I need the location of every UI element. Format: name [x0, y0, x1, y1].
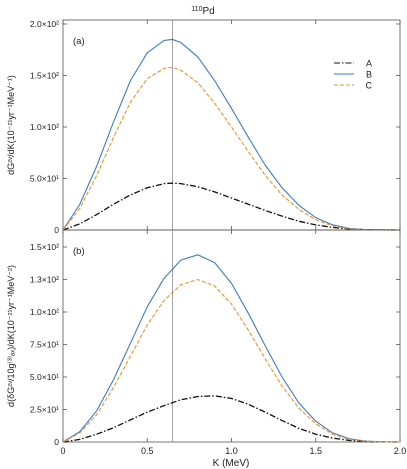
x-axis-label: K (MeV) [213, 458, 250, 469]
series-line-c [62, 66, 401, 231]
y-axis-label: dG²ᵛ/dK(10⁻²¹yr⁻¹MeV⁻¹) [6, 75, 16, 175]
series-line-a [62, 182, 401, 231]
panel-label: (a) [73, 36, 85, 47]
y-tick-label: 1.3×10² [30, 275, 59, 285]
y-tick-label: 2.5×10¹ [30, 405, 59, 415]
series-line-b [62, 38, 401, 231]
y-tick-label: 1.0×10² [30, 122, 59, 132]
y-tick-label: 2.0×10² [30, 19, 59, 29]
y-tick-label: 7.5×10¹ [30, 340, 59, 350]
panel-label: (b) [73, 246, 85, 257]
y-tick-label: 1.5×10² [30, 242, 59, 252]
y-tick-label: 5.0×10¹ [30, 372, 59, 382]
x-tick-label: 0.5 [141, 446, 154, 456]
series-line-b [62, 254, 401, 443]
y-tick-label: 5.0×10¹ [30, 174, 59, 184]
panel-b: 0 2.5×10¹ 5.0×10¹ 7.5×10¹ 1.0×10² 1.3×10² 1.5×… [6, 229, 407, 456]
legend-label-c: C [366, 81, 373, 91]
y-tick-label: 1.5×10² [30, 71, 59, 81]
series-line-a [62, 395, 401, 443]
x-tick-label: 0 [60, 446, 65, 456]
title-superscript: 110 [191, 6, 202, 13]
series-line-c [62, 278, 401, 443]
figure-title: 110Pd [191, 6, 214, 17]
y-tick-label: 0 [54, 437, 59, 447]
panel-a: 0 5.0×10¹ 1.0×10² 1.5×10² 2.0×10² (a) dG²ᵛ/dK(… [6, 19, 401, 235]
plot-frame [62, 229, 401, 443]
y-tick-label: 0 [54, 225, 59, 235]
x-tick-label: 2.0 [394, 446, 407, 456]
y-tick-label: 1.0×10² [30, 307, 59, 317]
legend-label-a: A [366, 59, 372, 69]
title-element: Pd [202, 6, 214, 17]
legend-label-b: B [366, 70, 372, 80]
x-tick-label: 1.0 [225, 446, 238, 456]
x-tick-label: 1.5 [309, 446, 322, 456]
y-axis-label: d(δG²ᵛ/10g⁽³⁾ₐₓ)/dK(10⁻²¹yr⁻¹MeV⁻²) [6, 265, 16, 407]
